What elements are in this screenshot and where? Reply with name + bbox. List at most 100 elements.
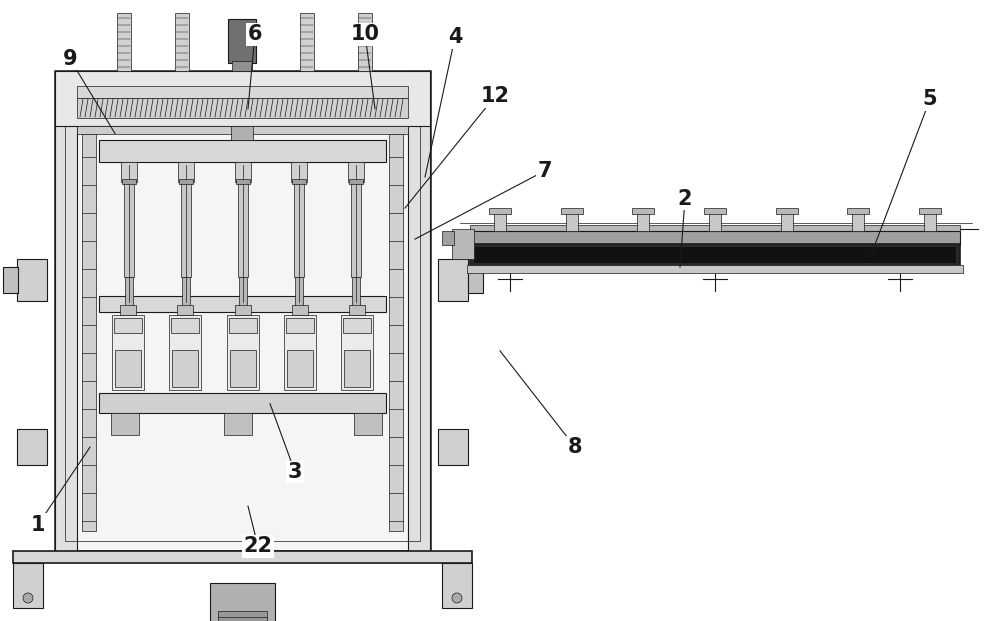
Bar bbox=[179, 179, 193, 184]
Bar bbox=[111, 413, 139, 435]
Bar bbox=[468, 268, 483, 293]
Bar bbox=[117, 13, 131, 71]
Bar bbox=[354, 413, 382, 435]
Bar bbox=[82, 134, 96, 531]
Bar bbox=[114, 318, 142, 333]
Bar bbox=[286, 318, 314, 333]
Bar bbox=[287, 350, 313, 387]
Bar bbox=[349, 305, 365, 315]
Text: 9: 9 bbox=[63, 49, 77, 69]
Bar bbox=[474, 247, 956, 263]
Bar bbox=[178, 162, 194, 182]
Text: 7: 7 bbox=[538, 161, 552, 181]
Bar bbox=[77, 98, 408, 118]
Bar bbox=[924, 209, 936, 231]
Text: 22: 22 bbox=[244, 537, 272, 556]
Bar bbox=[292, 305, 308, 315]
Bar bbox=[358, 13, 372, 71]
Bar bbox=[125, 277, 133, 307]
Circle shape bbox=[23, 593, 33, 603]
Bar bbox=[300, 13, 314, 71]
Bar bbox=[295, 277, 303, 307]
Bar bbox=[234, 305, 250, 315]
Bar bbox=[470, 244, 960, 266]
Bar bbox=[99, 296, 386, 312]
Bar bbox=[175, 13, 189, 71]
Bar bbox=[13, 563, 43, 608]
Bar bbox=[352, 277, 360, 307]
Bar bbox=[442, 563, 472, 608]
Bar bbox=[120, 305, 136, 315]
Bar bbox=[847, 208, 869, 214]
Bar bbox=[704, 208, 726, 214]
Bar bbox=[291, 162, 307, 182]
Bar bbox=[226, 315, 258, 390]
Bar bbox=[224, 413, 252, 435]
Bar bbox=[566, 209, 578, 231]
Bar bbox=[351, 162, 361, 277]
Circle shape bbox=[452, 593, 462, 603]
Text: 5: 5 bbox=[923, 89, 937, 109]
Bar bbox=[177, 305, 193, 315]
Bar bbox=[182, 277, 190, 307]
Bar bbox=[494, 209, 506, 231]
Bar bbox=[637, 209, 649, 231]
Text: 2: 2 bbox=[678, 189, 692, 209]
Bar bbox=[55, 71, 430, 126]
Bar bbox=[438, 429, 468, 465]
Bar bbox=[776, 208, 798, 214]
Bar bbox=[341, 315, 373, 390]
Bar bbox=[452, 229, 474, 259]
Text: 3: 3 bbox=[288, 462, 302, 482]
Bar bbox=[238, 162, 248, 277]
Bar bbox=[230, 350, 256, 387]
Bar bbox=[17, 429, 47, 465]
Bar bbox=[919, 208, 941, 214]
Bar bbox=[171, 318, 199, 333]
Bar bbox=[467, 265, 963, 273]
Bar bbox=[442, 231, 454, 245]
Bar bbox=[55, 71, 77, 551]
Bar bbox=[343, 318, 371, 333]
Bar bbox=[3, 268, 18, 293]
Bar bbox=[55, 71, 430, 551]
Text: 1: 1 bbox=[31, 515, 45, 535]
Bar bbox=[121, 162, 137, 182]
Bar bbox=[232, 61, 252, 71]
Bar bbox=[344, 350, 370, 387]
Bar bbox=[122, 179, 136, 184]
Bar bbox=[489, 208, 511, 214]
Bar bbox=[561, 208, 583, 214]
Bar bbox=[169, 315, 201, 390]
Text: 10: 10 bbox=[351, 24, 380, 44]
Bar bbox=[348, 162, 364, 182]
Bar bbox=[65, 81, 420, 541]
Bar bbox=[349, 179, 363, 184]
Bar bbox=[13, 551, 472, 563]
Bar bbox=[852, 209, 864, 231]
Bar bbox=[115, 350, 141, 387]
Bar bbox=[236, 179, 250, 184]
Bar bbox=[709, 209, 721, 231]
Bar bbox=[632, 208, 654, 214]
Bar bbox=[292, 179, 306, 184]
Bar bbox=[172, 350, 198, 387]
Bar bbox=[408, 71, 430, 551]
Bar bbox=[124, 162, 134, 277]
Bar bbox=[438, 260, 468, 301]
Bar bbox=[77, 86, 408, 98]
Text: 6: 6 bbox=[248, 24, 262, 44]
Bar bbox=[234, 162, 250, 182]
Text: 12: 12 bbox=[480, 86, 510, 106]
Bar bbox=[99, 393, 386, 413]
Bar bbox=[218, 611, 267, 621]
Bar bbox=[470, 225, 960, 233]
Bar bbox=[112, 315, 144, 390]
Bar bbox=[210, 583, 275, 621]
Text: 8: 8 bbox=[568, 437, 582, 457]
Bar bbox=[77, 126, 408, 134]
Bar bbox=[389, 134, 403, 531]
Text: 4: 4 bbox=[448, 27, 462, 47]
Bar bbox=[231, 126, 253, 140]
Bar bbox=[17, 260, 47, 301]
